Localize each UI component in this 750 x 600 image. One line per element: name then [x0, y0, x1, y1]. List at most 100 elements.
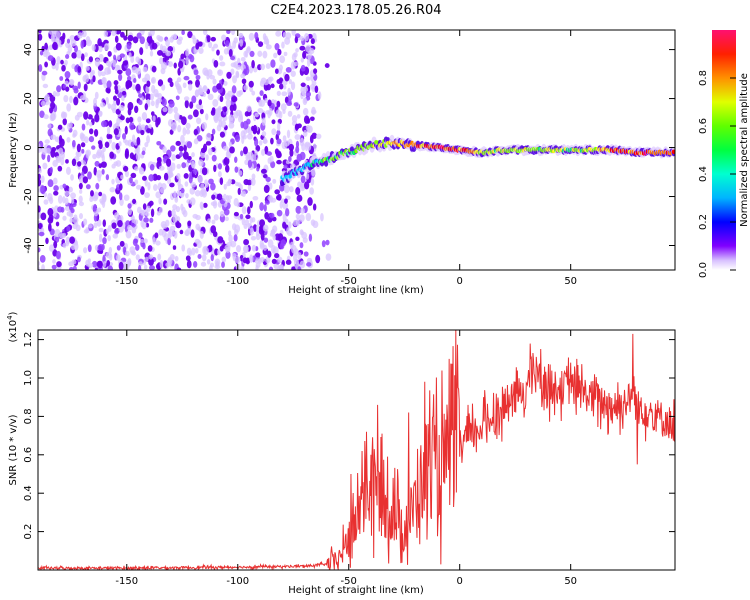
- heatmap-cell: [139, 47, 144, 56]
- heatmap-cell: [219, 131, 225, 138]
- heatmap-cell: [277, 122, 281, 131]
- heatmap-cell: [305, 212, 312, 222]
- heatmap-cell: [49, 94, 56, 103]
- heatmap-cell: [197, 41, 203, 47]
- heatmap-cell: [149, 50, 154, 57]
- heatmap-cell: [183, 173, 189, 179]
- heatmap-cell: [171, 208, 176, 217]
- heatmap-cell: [252, 196, 259, 201]
- heatmap-cell: [158, 197, 162, 205]
- heatmap-cell: [203, 202, 208, 208]
- heatmap-cell: [153, 184, 158, 192]
- heatmap-cell: [67, 122, 71, 131]
- heatmap-cell: [58, 147, 64, 156]
- heatmap-cell: [149, 217, 154, 223]
- heatmap-cell: [295, 205, 302, 214]
- heatmap-cell: [248, 32, 255, 41]
- heatmap-cell: [108, 138, 112, 144]
- heatmap-cell: [167, 237, 172, 246]
- heatmap-cell: [133, 78, 137, 83]
- heatmap-cell: [279, 83, 284, 90]
- heatmap-cell: [228, 230, 232, 237]
- heatmap-cell: [302, 50, 307, 59]
- heatmap-cell: [66, 225, 71, 232]
- heatmap-cell: [83, 111, 89, 120]
- heatmap-cell: [137, 116, 142, 123]
- heatmap-cell: [97, 64, 104, 71]
- heatmap-cell: [290, 81, 296, 91]
- heatmap-cell: [305, 91, 311, 98]
- heatmap-cell: [176, 77, 182, 83]
- heatmap-cell: [277, 256, 283, 264]
- heatmap-cell: [243, 84, 249, 91]
- heatmap-cell: [134, 105, 139, 114]
- heatmap-cell: [53, 240, 58, 249]
- heatmap-cell: [175, 95, 180, 101]
- heatmap-cell: [232, 253, 237, 260]
- heatmap-cell: [96, 219, 102, 227]
- colorbar-ticks: 0.0 0.2 0.4 0.6 0.8: [698, 70, 736, 278]
- heatmap-cell: [167, 119, 174, 127]
- heatmap-cell: [38, 167, 42, 174]
- heatmap-cell: [205, 113, 209, 121]
- heatmap-cell: [62, 32, 66, 40]
- heatmap-cell: [241, 190, 247, 197]
- heatmap-cell: [184, 230, 190, 237]
- heatmap-cell: [144, 256, 149, 262]
- heatmap-cell: [182, 151, 189, 160]
- heatmap-cell: [264, 200, 270, 205]
- heatmap-cell: [200, 151, 206, 159]
- heatmap-cell: [84, 136, 89, 144]
- heatmap-cell: [304, 142, 309, 152]
- heatmap-cell: [311, 80, 317, 86]
- heatmap-cell: [101, 168, 105, 175]
- heatmap-cell: [280, 239, 287, 247]
- heatmap-cell: [38, 33, 43, 41]
- heatmap-cell: [243, 238, 250, 246]
- heatmap-cell: [94, 91, 99, 100]
- heatmap-cell: [113, 128, 119, 136]
- heatmap-cell: [98, 45, 103, 53]
- heatmap-cell: [95, 182, 100, 190]
- heatmap-cell: [210, 36, 217, 42]
- heatmap-cell: [257, 108, 264, 114]
- heatmap-cell: [114, 212, 120, 219]
- heatmap-cell: [167, 256, 173, 266]
- heatmap-cell: [225, 164, 230, 173]
- heatmap-cell: [93, 97, 98, 107]
- snr-y-label: SNR (10 * v/v): [8, 414, 19, 485]
- heatmap-cell: [142, 66, 148, 73]
- heatmap-cell: [211, 219, 216, 225]
- heatmap-cell: [107, 265, 113, 270]
- heatmap-cell: [223, 106, 228, 113]
- heatmap-cell: [236, 244, 242, 253]
- heatmap-cell: [238, 32, 244, 39]
- heatmap-cell: [120, 31, 125, 38]
- heatmap-cell: [276, 159, 282, 165]
- heatmap-cell: [59, 76, 64, 81]
- heatmap-cell: [242, 120, 249, 130]
- heatmap-cell: [156, 117, 161, 126]
- heatmap-cell: [145, 222, 150, 228]
- heatmap-cell: [211, 154, 217, 162]
- heatmap-cell: [293, 248, 299, 256]
- heatmap-cell: [237, 187, 241, 196]
- heatmap-cell: [215, 260, 220, 268]
- heatmap-cell: [287, 230, 293, 237]
- heatmap-cell: [123, 194, 130, 201]
- snr-frame: [37, 329, 676, 571]
- heatmap-cell: [88, 135, 95, 143]
- heatmap-cell: [125, 117, 130, 124]
- heatmap-cell: [285, 208, 290, 217]
- heatmap-cell: [263, 184, 270, 194]
- heatmap-cell: [246, 46, 251, 54]
- heatmap-cell: [180, 187, 185, 194]
- figure-title: C2E4.2023.178.05.26.R04: [270, 3, 441, 18]
- heatmap-cell: [225, 250, 231, 259]
- heatmap-cell: [137, 122, 142, 131]
- heatmap-cell: [146, 80, 151, 88]
- heatmap-cell: [116, 117, 121, 126]
- heatmap-cell: [172, 245, 177, 250]
- heatmap-cell: [225, 99, 232, 107]
- heatmap-cell: [66, 210, 73, 217]
